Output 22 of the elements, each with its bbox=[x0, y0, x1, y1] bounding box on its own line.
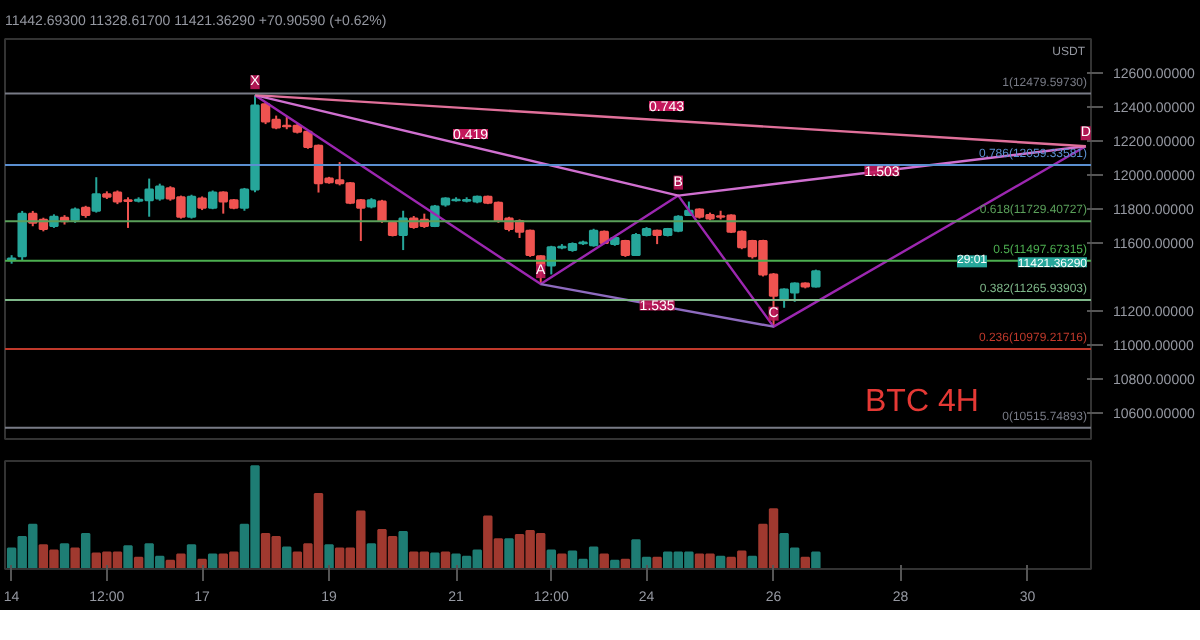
bar bbox=[282, 546, 292, 569]
bar bbox=[80, 533, 91, 569]
bar bbox=[324, 544, 334, 569]
bar bbox=[398, 530, 408, 569]
candlestick bbox=[377, 198, 387, 224]
bar bbox=[557, 553, 567, 569]
bar bbox=[440, 551, 451, 569]
bar bbox=[430, 552, 440, 569]
bar bbox=[652, 556, 662, 569]
bar bbox=[811, 551, 821, 569]
bar bbox=[186, 544, 197, 569]
candlestick bbox=[186, 193, 197, 220]
bar bbox=[504, 538, 514, 569]
annotation: BTC 4H bbox=[865, 385, 979, 419]
bar bbox=[366, 543, 377, 569]
candlestick bbox=[17, 209, 27, 262]
bar bbox=[70, 547, 80, 569]
candlestick bbox=[91, 176, 101, 214]
bar bbox=[546, 549, 557, 569]
bar bbox=[123, 545, 133, 569]
bar bbox=[59, 543, 70, 569]
bar bbox=[610, 559, 620, 569]
